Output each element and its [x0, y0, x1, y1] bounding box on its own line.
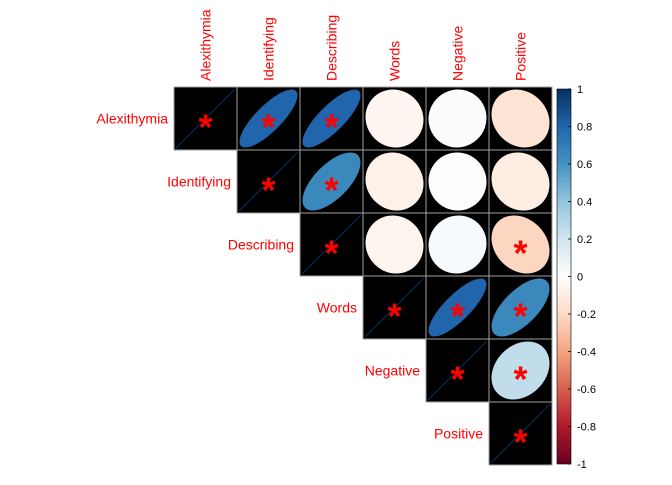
- correlation-ellipse: [365, 89, 424, 148]
- correlation-ellipse: [491, 152, 550, 211]
- correlation-cell: *: [173, 86, 238, 151]
- significance-star: *: [324, 233, 338, 274]
- significance-star: *: [324, 170, 338, 211]
- significance-star: *: [324, 107, 338, 148]
- row-label: Alexithymia: [96, 111, 168, 127]
- correlation-cell: *: [488, 401, 553, 466]
- correlation-ellipse: [428, 89, 487, 148]
- row-label: Describing: [228, 237, 294, 253]
- colorbar-tick-label: -0.2: [577, 309, 596, 321]
- row-label: Negative: [365, 363, 420, 379]
- correlation-cell: *: [299, 149, 364, 214]
- colorbar-tick-label: 0: [577, 272, 583, 284]
- significance-star: *: [450, 359, 464, 400]
- correlation-cell: [425, 212, 490, 277]
- diagonal-line: [364, 277, 425, 338]
- correlation-cell: [488, 149, 553, 214]
- significance-star: *: [513, 359, 527, 400]
- row-label: Identifying: [167, 174, 231, 190]
- correlation-cell: [425, 86, 490, 151]
- significance-star: *: [450, 296, 464, 337]
- column-label: Describing: [324, 15, 340, 81]
- column-label: Alexithymia: [198, 9, 214, 81]
- significance-star: *: [513, 296, 527, 337]
- diagonal-line: [301, 214, 362, 275]
- column-label: Words: [387, 41, 403, 81]
- column-label: Negative: [450, 26, 466, 81]
- correlation-cell: [362, 149, 427, 214]
- correlation-cell: *: [299, 86, 364, 151]
- diagonal-line: [427, 340, 488, 401]
- correlation-ellipse: [428, 215, 487, 274]
- colorbar-tick-label: -0.8: [577, 422, 596, 434]
- correlation-ellipse: [428, 152, 487, 211]
- correlation-ellipse: [302, 89, 361, 148]
- significance-star: *: [261, 107, 275, 148]
- significance-star: *: [513, 422, 527, 463]
- colorbar-tick-label: 1: [577, 84, 583, 96]
- correlation-ellipse: [491, 89, 550, 148]
- significance-star: *: [261, 170, 275, 211]
- correlation-cell: *: [299, 212, 364, 277]
- correlation-cell: [362, 212, 427, 277]
- correlation-cell: *: [236, 149, 301, 214]
- correlation-cell: *: [488, 212, 553, 277]
- correlation-ellipse: [491, 341, 550, 400]
- correlation-ellipse: [428, 278, 487, 337]
- correlation-ellipse: [491, 278, 550, 337]
- column-label: Positive: [513, 32, 529, 81]
- correlation-ellipse: [365, 152, 424, 211]
- correlation-cell: [425, 149, 490, 214]
- correlation-ellipse: [239, 89, 298, 148]
- colorbar-tick-label: 0.4: [577, 197, 592, 209]
- correlation-cell: *: [488, 338, 553, 403]
- colorbar-tick-label: 0.2: [577, 234, 592, 246]
- correlation-ellipse: [302, 152, 361, 211]
- correlation-cell: *: [236, 86, 301, 151]
- significance-star: *: [198, 107, 212, 148]
- significance-star: *: [387, 296, 401, 337]
- row-label: Positive: [434, 426, 483, 442]
- correlation-ellipse: [491, 215, 550, 274]
- colorbar-tick-label: -0.4: [577, 347, 596, 359]
- colorbar-tick-label: -1: [577, 459, 587, 471]
- diagonal-line: [175, 88, 236, 149]
- colorbar-tick-label: 0.8: [577, 122, 592, 134]
- correlation-cell: *: [425, 275, 490, 340]
- correlation-cell: [488, 86, 553, 151]
- colorbar-tick-label: 0.6: [577, 159, 592, 171]
- column-label: Identifying: [261, 17, 277, 81]
- significance-star: *: [513, 233, 527, 274]
- correlation-cell: *: [425, 338, 490, 403]
- row-label: Words: [317, 300, 357, 316]
- correlation-cell: *: [362, 275, 427, 340]
- diagonal-line: [490, 403, 551, 464]
- diagonal-line: [238, 151, 299, 212]
- correlation-ellipse: [365, 215, 424, 274]
- correlation-cell: [362, 86, 427, 151]
- correlation-cell: *: [488, 275, 553, 340]
- colorbar-tick-label: -0.6: [577, 384, 596, 396]
